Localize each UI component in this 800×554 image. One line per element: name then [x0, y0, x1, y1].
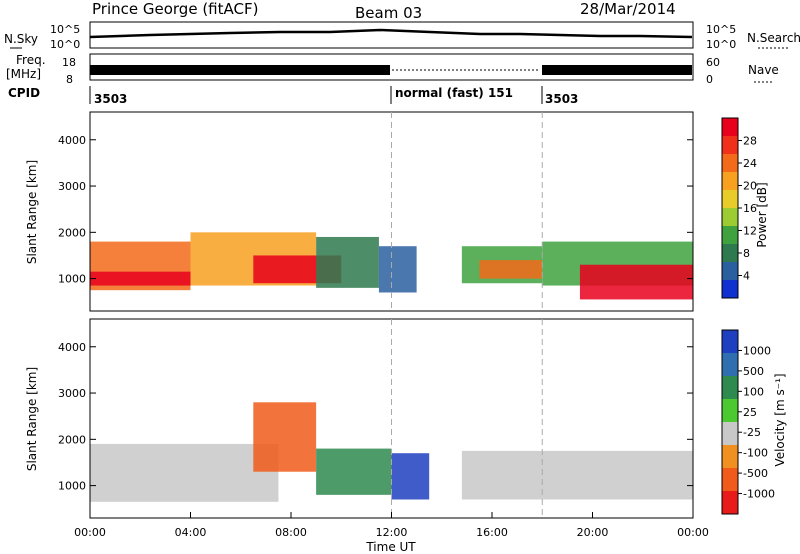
station-title: Prince George (fitACF) — [92, 0, 258, 18]
freq-tick-low: 8 — [66, 73, 73, 86]
power-colorbar-swatch — [722, 226, 738, 245]
power-colorbar-tick-label: 8 — [743, 247, 750, 260]
time-tick-label: 04:00 — [175, 526, 207, 539]
date-title: 28/Mar/2014 — [580, 0, 676, 18]
power-ytick-label: 3000 — [58, 180, 86, 193]
nsky-tick-low: 10^0 — [50, 38, 80, 51]
power-band-7 — [479, 260, 543, 279]
power-colorbar-swatch — [722, 190, 738, 209]
velocity-colorbar-frame — [721, 329, 739, 515]
power-colorbar-tick-label: 4 — [743, 270, 750, 283]
nsearch-label: N.Search — [747, 31, 800, 45]
velocity-heatmap-panel: 4000 3000 2000 1000 Slant Range [km] — [25, 318, 694, 519]
velocity-colorbar-label: Velocity [m s⁻¹] — [773, 373, 787, 466]
velocity-ytick-label: 4000 — [58, 341, 86, 354]
frequency-panel: Freq. [MHz] 18 8 60 0 Nave — [6, 53, 779, 86]
noise-panel: N.Sky 10^5 10^0 10^5 10^0 N.Search — [4, 21, 800, 51]
freq-label-2: [MHz] — [6, 67, 41, 81]
velocity-ytick-label: 2000 — [58, 433, 86, 446]
velocity-ytick-label: 1000 — [58, 480, 86, 493]
cpid-segment-1: 3503 — [94, 92, 127, 106]
power-colorbar-swatch — [722, 154, 738, 173]
power-colorbar-tick-label: 24 — [743, 157, 757, 170]
velocity-colorbar-swatch — [722, 376, 738, 400]
nave-tick-low: 0 — [706, 73, 713, 86]
velocity-ylabel: Slant Range [km] — [25, 367, 39, 471]
nave-tick-high: 60 — [706, 56, 720, 69]
power-band-1 — [90, 271, 191, 286]
velocity-band-1 — [253, 402, 317, 472]
power-heatmap-panel: 4000 3000 2000 1000 Slant Range [km] — [25, 111, 694, 312]
velocity-colorbar-swatch — [722, 399, 738, 423]
velocity-colorbar-tick-label: 1000 — [743, 344, 771, 357]
time-tick-label: 12:00 — [376, 526, 408, 539]
velocity-colorbar-swatch — [722, 422, 738, 446]
power-band-5 — [378, 246, 417, 293]
nsearch-tick-low: 10^0 — [706, 38, 736, 51]
power-colorbar-swatch — [722, 118, 738, 137]
power-ytick-label: 4000 — [58, 134, 86, 147]
power-colorbar-label: Power [dB] — [755, 182, 769, 247]
power-colorbar-swatch — [722, 244, 738, 263]
nsky-label: N.Sky — [4, 32, 38, 46]
power-colorbar-swatch — [722, 262, 738, 281]
power-colorbar-tick-label: 16 — [743, 202, 757, 215]
power-ytick-label: 2000 — [58, 226, 86, 239]
time-tick-label: 00:00 — [74, 526, 106, 539]
power-colorbar-tick-label: 28 — [743, 135, 757, 148]
cpid-segment-2: normal (fast) 151 — [395, 86, 513, 100]
time-axis-label: Time UT — [365, 540, 416, 554]
velocity-colorbar-tick-label: 500 — [743, 365, 764, 378]
noise-trace — [89, 28, 693, 39]
freq-label-1: Freq. — [16, 53, 46, 67]
power-ytick-label: 1000 — [58, 273, 86, 286]
cpid-label: CPID — [8, 86, 40, 100]
velocity-ytick-label: 3000 — [58, 387, 86, 400]
velocity-band-3 — [391, 453, 430, 500]
nsky-tick-high: 10^5 — [50, 23, 80, 36]
velocity-colorbar-tick-label: -500 — [743, 467, 768, 480]
velocity-colorbar-swatch — [722, 491, 738, 515]
velocity-colorbar: 1000 500 100 25 -25 -100 -500 -1000 — [721, 329, 775, 515]
power-colorbar-swatch — [722, 172, 738, 191]
frequency-bar-1 — [90, 65, 390, 75]
velocity-colorbar-swatch — [722, 445, 738, 469]
cpid-row: CPID 3503 normal (fast) 151 3503 — [8, 86, 578, 106]
time-axis: 00:00 04:00 08:00 12:00 16:00 20:00 00:00 — [74, 512, 709, 539]
power-ylabel: Slant Range [km] — [25, 160, 39, 264]
power-colorbar-tick-label: 20 — [743, 180, 757, 193]
velocity-band-0 — [90, 443, 279, 502]
cpid-segment-3: 3503 — [545, 92, 578, 106]
power-band-4 — [316, 236, 379, 288]
velocity-colorbar-swatch — [722, 330, 738, 354]
velocity-colorbar-swatch — [722, 353, 738, 377]
time-tick-label: 00:00 — [677, 526, 709, 539]
beam-title: Beam 03 — [355, 4, 422, 22]
time-tick-label: 16:00 — [476, 526, 508, 539]
nave-label: Nave — [748, 63, 779, 77]
velocity-colorbar-tick-label: 100 — [743, 385, 764, 398]
velocity-colorbar-tick-label: -100 — [743, 447, 768, 460]
time-tick-label: 08:00 — [275, 526, 307, 539]
power-colorbar-swatch — [722, 136, 738, 155]
nsearch-tick-high: 10^5 — [706, 23, 736, 36]
power-colorbar-swatch — [722, 280, 738, 299]
power-colorbar-tick-label: 12 — [743, 225, 757, 238]
velocity-band-4 — [461, 450, 693, 500]
power-colorbar-swatch — [722, 208, 738, 227]
power-band-9 — [579, 264, 693, 300]
velocity-colorbar-tick-label: 25 — [743, 406, 757, 419]
velocity-colorbar-swatch — [722, 468, 738, 492]
freq-tick-high: 18 — [62, 56, 76, 69]
velocity-colorbar-tick-label: -25 — [743, 426, 761, 439]
time-tick-label: 20:00 — [577, 526, 609, 539]
frequency-bar-2 — [542, 65, 692, 75]
velocity-band-2 — [316, 448, 392, 495]
velocity-colorbar-tick-label: -1000 — [743, 488, 775, 501]
power-colorbar: 28 24 20 16 12 8 4 — [721, 117, 757, 299]
